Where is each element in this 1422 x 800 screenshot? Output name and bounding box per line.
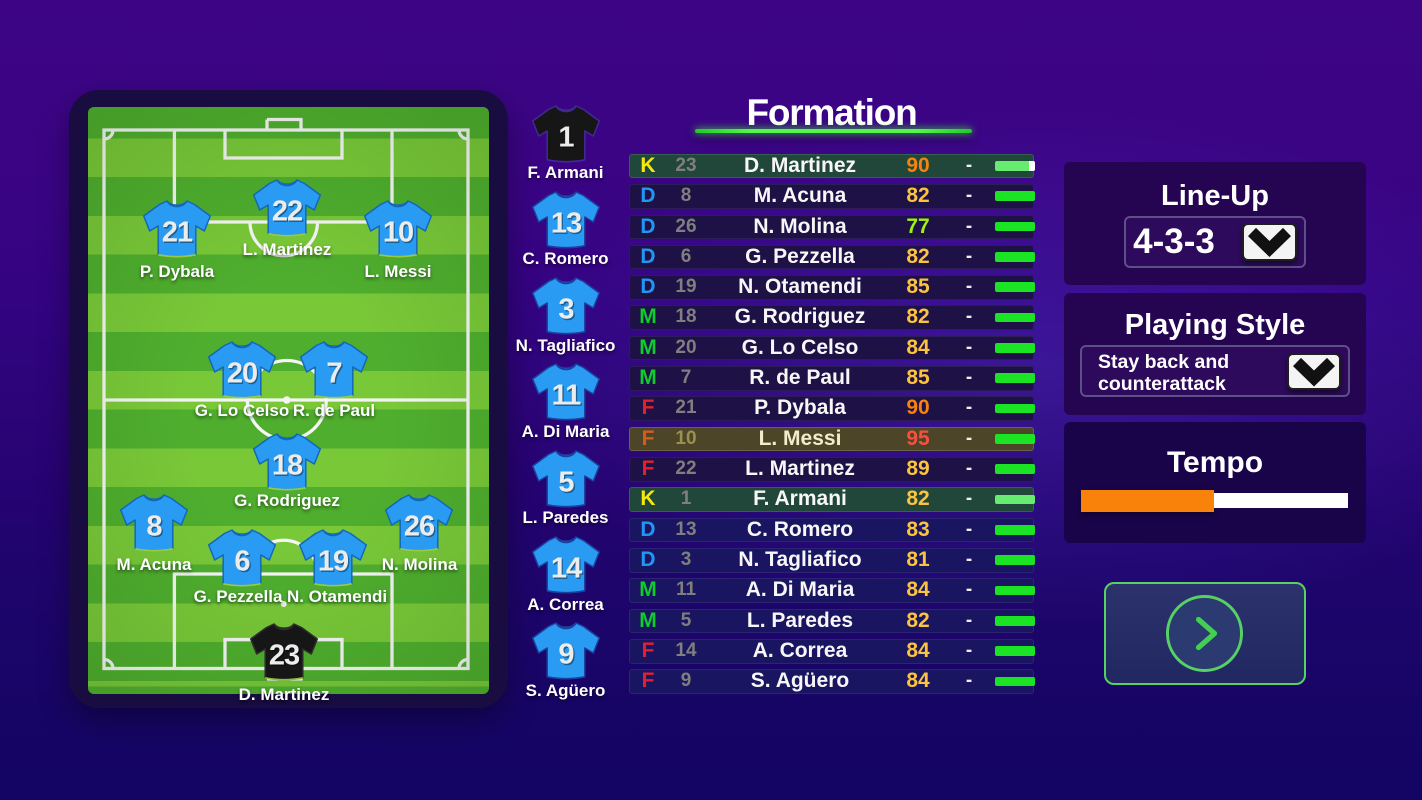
svg-text:26: 26: [404, 511, 435, 543]
svg-text:7: 7: [328, 359, 343, 391]
svg-text:11: 11: [552, 381, 582, 413]
svg-text:21: 21: [163, 218, 194, 250]
svg-text:23: 23: [269, 640, 300, 672]
svg-text:7: 7: [326, 358, 341, 390]
svg-text:8: 8: [146, 511, 162, 543]
svg-text:14: 14: [552, 554, 583, 586]
svg-text:19: 19: [319, 547, 350, 579]
svg-text:22: 22: [272, 196, 302, 228]
svg-text:19: 19: [318, 546, 349, 578]
svg-text:5: 5: [559, 468, 575, 500]
svg-text:11: 11: [551, 380, 581, 412]
svg-text:3: 3: [558, 294, 574, 326]
svg-text:13: 13: [550, 207, 581, 239]
svg-text:21: 21: [162, 217, 193, 249]
svg-text:9: 9: [558, 639, 574, 671]
svg-text:13: 13: [552, 209, 583, 241]
svg-text:6: 6: [236, 547, 252, 579]
svg-text:20: 20: [227, 358, 257, 390]
svg-text:14: 14: [550, 553, 581, 585]
svg-text:9: 9: [559, 640, 575, 672]
svg-text:6: 6: [234, 546, 250, 578]
svg-text:26: 26: [405, 512, 436, 544]
svg-text:5: 5: [558, 466, 574, 498]
svg-text:10: 10: [383, 217, 413, 249]
svg-text:1: 1: [558, 121, 574, 153]
svg-text:3: 3: [559, 295, 575, 327]
svg-text:18: 18: [273, 451, 304, 483]
svg-text:20: 20: [228, 359, 258, 391]
svg-text:10: 10: [384, 218, 414, 250]
svg-text:22: 22: [273, 197, 303, 229]
svg-text:8: 8: [148, 512, 164, 544]
svg-text:23: 23: [270, 641, 301, 673]
svg-text:1: 1: [559, 123, 575, 155]
svg-text:18: 18: [272, 450, 303, 482]
